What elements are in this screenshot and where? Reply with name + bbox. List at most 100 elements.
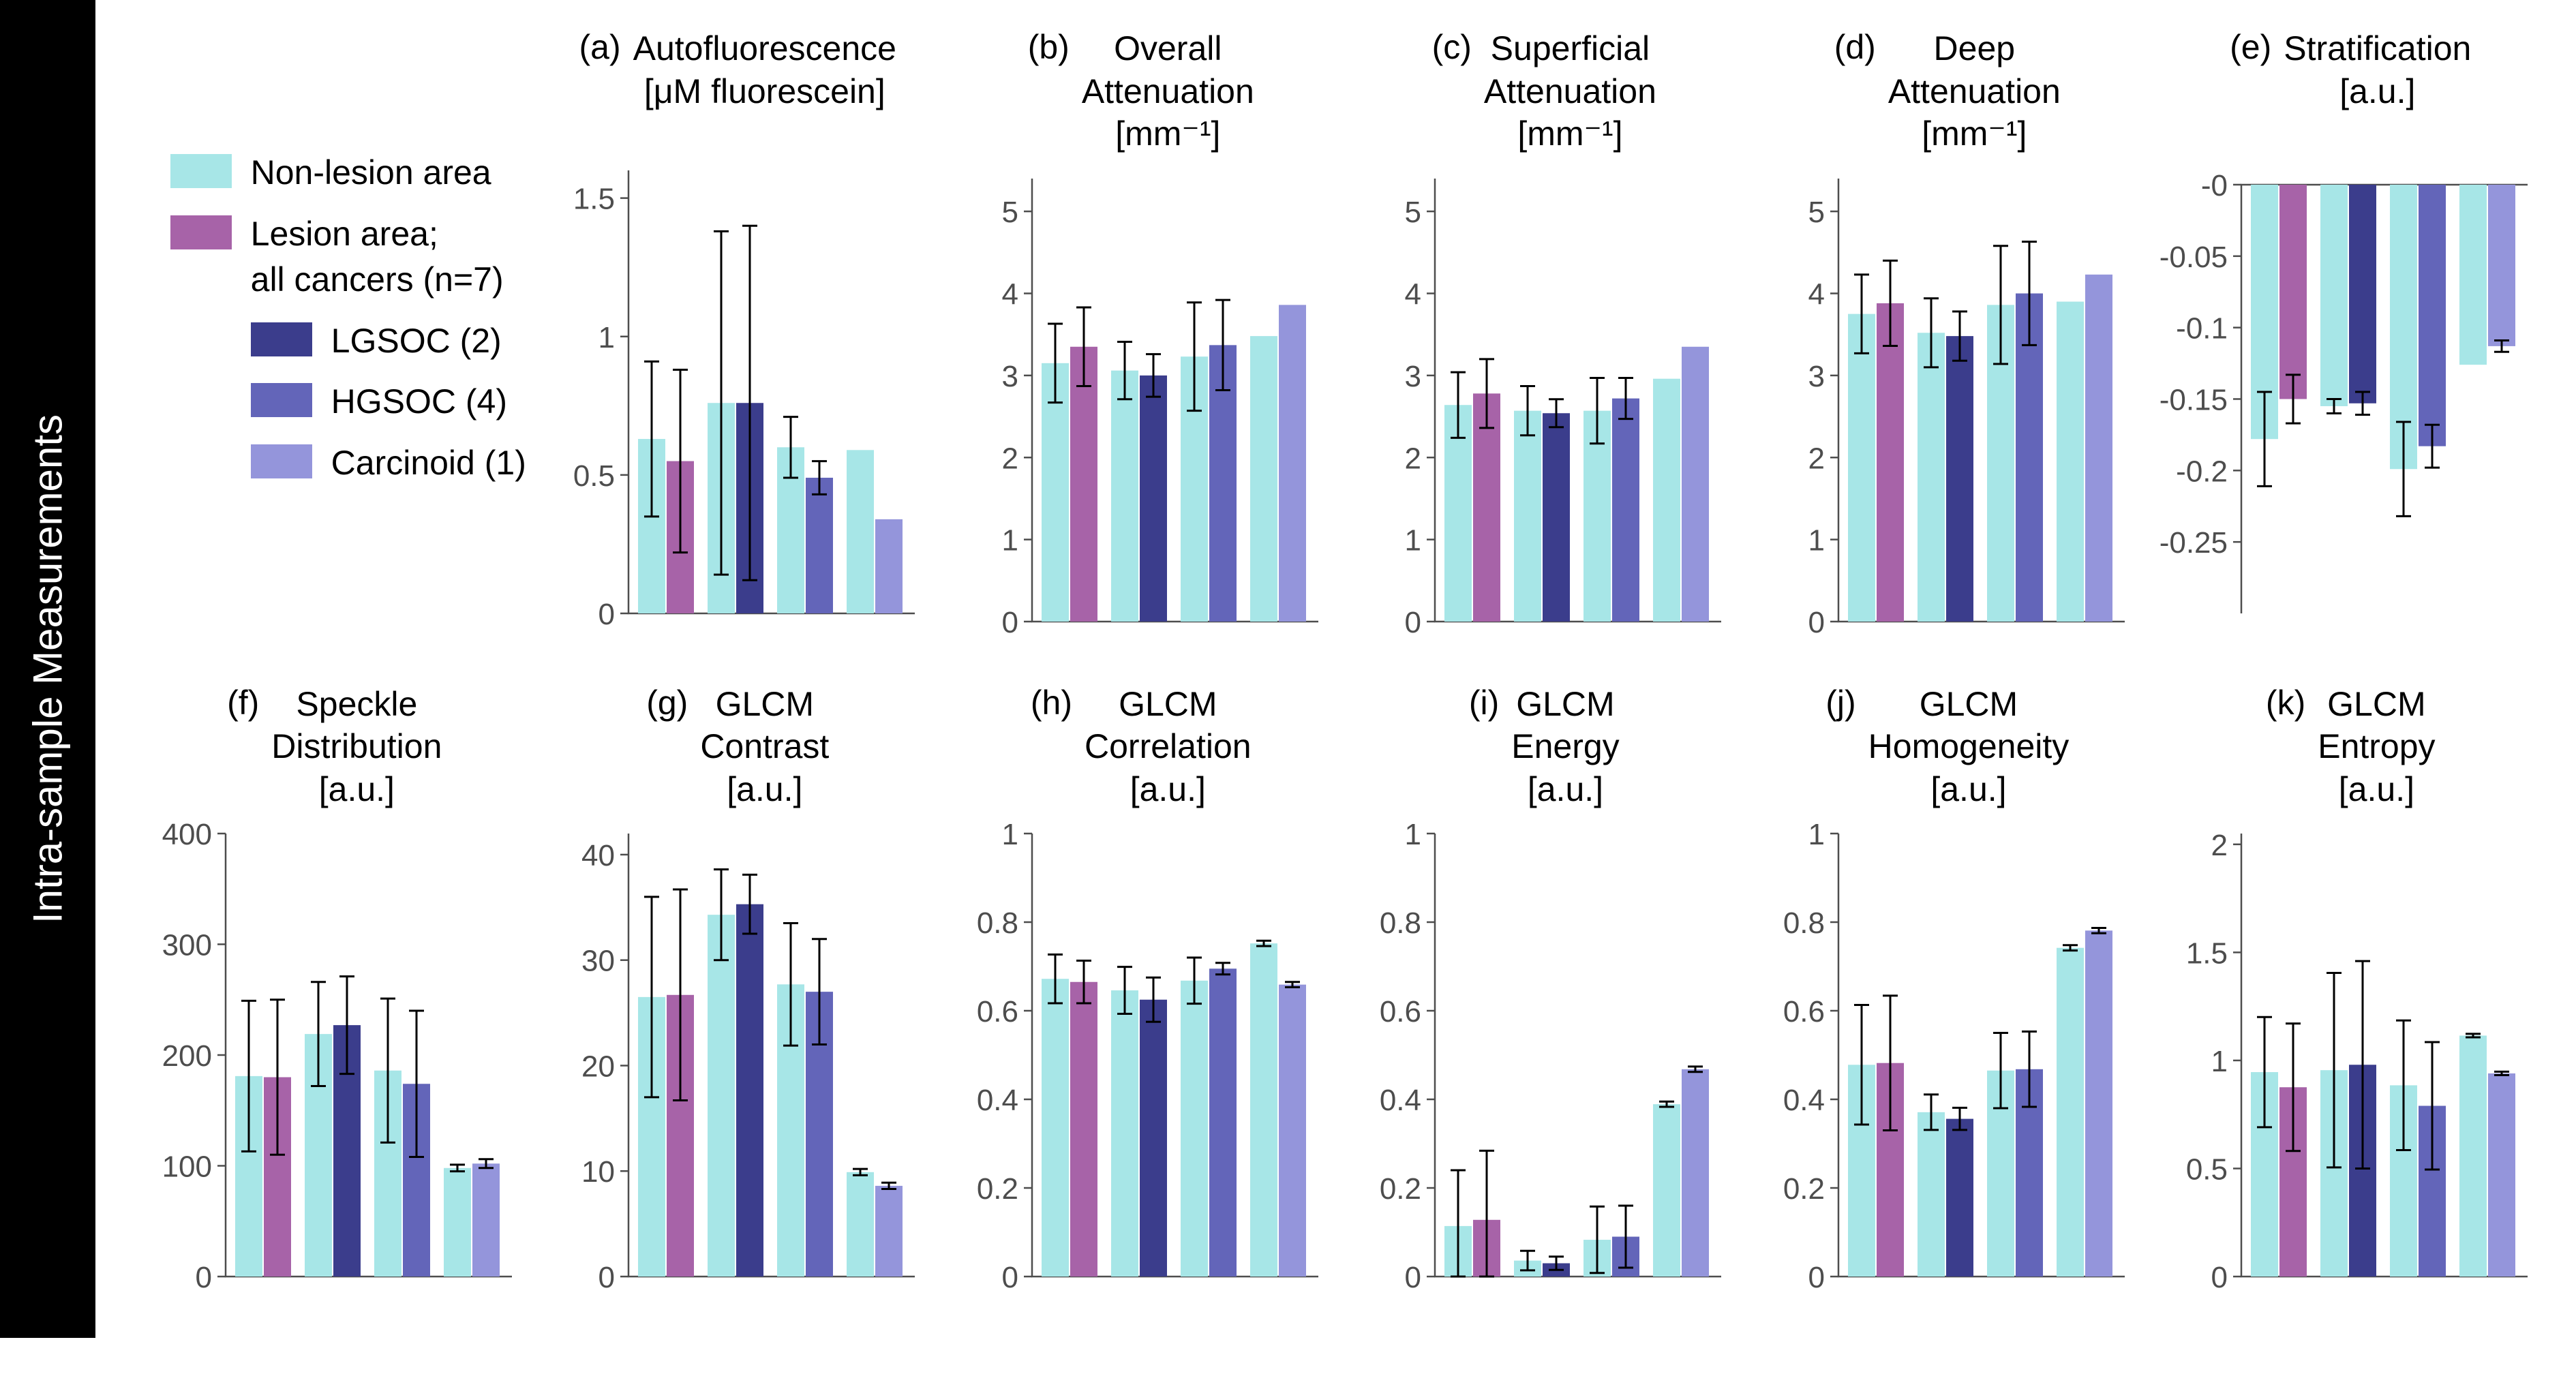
chart-svg: 012345 bbox=[950, 165, 1332, 656]
chart-letter: (h) bbox=[1031, 683, 1072, 722]
svg-text:1.5: 1.5 bbox=[573, 183, 615, 216]
svg-text:0.6: 0.6 bbox=[1783, 995, 1825, 1028]
svg-text:1: 1 bbox=[1405, 820, 1421, 851]
chart-letter: (c) bbox=[1432, 27, 1472, 67]
legend-label: HGSOC (4) bbox=[331, 379, 507, 425]
chart-letter: (a) bbox=[579, 27, 621, 67]
svg-text:0.8: 0.8 bbox=[1783, 906, 1825, 940]
svg-text:-0.25: -0.25 bbox=[2160, 526, 2228, 560]
chart-letter: (d) bbox=[1834, 27, 1876, 67]
svg-text:0.5: 0.5 bbox=[2186, 1153, 2228, 1186]
svg-text:200: 200 bbox=[162, 1039, 211, 1073]
svg-text:100: 100 bbox=[162, 1150, 211, 1184]
svg-text:0: 0 bbox=[1001, 606, 1018, 639]
svg-text:2: 2 bbox=[1405, 442, 1421, 475]
legend-item-lgsoc: LGSOC (2) bbox=[251, 318, 526, 365]
svg-text:300: 300 bbox=[162, 929, 211, 962]
chart-letter: (k) bbox=[2266, 683, 2305, 722]
svg-text:1: 1 bbox=[1808, 523, 1824, 557]
svg-text:0.2: 0.2 bbox=[1783, 1172, 1825, 1206]
svg-text:30: 30 bbox=[581, 945, 615, 978]
svg-text:0.8: 0.8 bbox=[1380, 906, 1421, 940]
chart-svg: 00.20.40.60.81 bbox=[1757, 820, 2138, 1311]
chart-letter: (e) bbox=[2230, 27, 2271, 67]
legend: Non-lesion area Lesion area; all cancers… bbox=[143, 27, 526, 501]
svg-text:5: 5 bbox=[1405, 196, 1421, 229]
swatch-nonlesion bbox=[170, 154, 232, 188]
chart-title: Overall Attenuation [mm⁻¹] bbox=[1082, 27, 1254, 155]
chart-title: Deep Attenuation [mm⁻¹] bbox=[1888, 27, 2061, 155]
legend-item-nonlesion: Non-lesion area bbox=[170, 150, 526, 196]
chart-svg: 012345 bbox=[1353, 165, 1735, 656]
svg-text:2: 2 bbox=[1001, 442, 1018, 475]
legend-item-hgsoc: HGSOC (4) bbox=[251, 379, 526, 425]
svg-text:0.4: 0.4 bbox=[977, 1084, 1018, 1117]
svg-text:-0.15: -0.15 bbox=[2160, 383, 2228, 416]
chart-grid: Non-lesion area Lesion area; all cancers… bbox=[95, 0, 2576, 1338]
swatch-lgsoc bbox=[251, 322, 312, 356]
svg-text:4: 4 bbox=[1808, 277, 1824, 311]
legend-label: Non-lesion area bbox=[251, 150, 491, 196]
svg-text:0: 0 bbox=[1808, 1261, 1824, 1294]
chart-title: GLCM Correlation [a.u.] bbox=[1085, 683, 1252, 811]
svg-text:1: 1 bbox=[1405, 523, 1421, 557]
chart-letter: (b) bbox=[1028, 27, 1070, 67]
chart-title: Autofluorescence [μM fluorescein] bbox=[633, 27, 896, 112]
page: Intra-sample Measurements Non-lesion are… bbox=[0, 0, 2576, 1338]
legend-label: Carcinoid (1) bbox=[331, 440, 526, 487]
svg-text:0: 0 bbox=[598, 598, 615, 631]
svg-text:3: 3 bbox=[1001, 359, 1018, 393]
svg-text:1: 1 bbox=[1001, 820, 1018, 851]
chart-title: GLCM Contrast [a.u.] bbox=[700, 683, 829, 811]
svg-text:20: 20 bbox=[581, 1050, 615, 1083]
legend-cell: Non-lesion area Lesion area; all cancers… bbox=[136, 27, 533, 656]
svg-text:0: 0 bbox=[1405, 606, 1421, 639]
chart-title: Speckle Distribution [a.u.] bbox=[271, 683, 442, 811]
svg-text:0.8: 0.8 bbox=[977, 906, 1018, 940]
chart-svg: 00.511.52 bbox=[2160, 820, 2541, 1311]
svg-text:0: 0 bbox=[1808, 606, 1824, 639]
svg-text:0.2: 0.2 bbox=[977, 1172, 1018, 1206]
legend-item-carcinoid: Carcinoid (1) bbox=[251, 440, 526, 487]
svg-text:0: 0 bbox=[1405, 1261, 1421, 1294]
chart-title: Stratification [a.u.] bbox=[2284, 27, 2471, 112]
legend-label: Lesion area; bbox=[251, 215, 438, 253]
svg-text:-0.05: -0.05 bbox=[2160, 241, 2228, 274]
svg-text:0.2: 0.2 bbox=[1380, 1172, 1421, 1206]
svg-text:400: 400 bbox=[162, 820, 211, 851]
svg-text:1: 1 bbox=[1001, 523, 1018, 557]
legend-label: all cancers (n=7) bbox=[251, 260, 504, 299]
chart-k: (k)GLCM Entropy [a.u.]00.511.52 bbox=[2153, 683, 2549, 1311]
svg-text:4: 4 bbox=[1405, 277, 1421, 311]
svg-text:40: 40 bbox=[581, 839, 615, 872]
svg-text:5: 5 bbox=[1001, 196, 1018, 229]
svg-text:-0.1: -0.1 bbox=[2176, 312, 2228, 346]
chart-svg: 00.511.5 bbox=[547, 157, 928, 647]
chart-letter: (f) bbox=[227, 683, 259, 722]
svg-text:0: 0 bbox=[1001, 1261, 1018, 1294]
chart-svg: 0100200300400 bbox=[144, 820, 526, 1311]
svg-text:10: 10 bbox=[581, 1155, 615, 1189]
chart-j: (j)GLCM Homogeneity [a.u.]00.20.40.60.81 bbox=[1749, 683, 2146, 1311]
svg-text:0: 0 bbox=[598, 1261, 615, 1294]
svg-text:0.6: 0.6 bbox=[977, 995, 1018, 1028]
chart-title: GLCM Energy [a.u.] bbox=[1511, 683, 1619, 811]
chart-letter: (i) bbox=[1469, 683, 1499, 722]
svg-text:2: 2 bbox=[2211, 829, 2228, 862]
chart-title: Superficial Attenuation [mm⁻¹] bbox=[1484, 27, 1656, 155]
svg-text:-0: -0 bbox=[2201, 169, 2228, 202]
chart-d: (d)Deep Attenuation [mm⁻¹]012345 bbox=[1749, 27, 2146, 656]
svg-text:3: 3 bbox=[1808, 359, 1824, 393]
svg-text:1: 1 bbox=[1808, 820, 1824, 851]
swatch-hgsoc bbox=[251, 383, 312, 417]
chart-a: (a)Autofluorescence [μM fluorescein]00.5… bbox=[540, 27, 937, 656]
svg-text:1.5: 1.5 bbox=[2186, 936, 2228, 970]
chart-title: GLCM Homogeneity [a.u.] bbox=[1868, 683, 2070, 811]
svg-text:5: 5 bbox=[1808, 196, 1824, 229]
svg-text:0.4: 0.4 bbox=[1380, 1084, 1421, 1117]
svg-text:1: 1 bbox=[598, 321, 615, 354]
chart-svg: -0.25 -0.2 -0.15 -0.1 -0.05 -0 bbox=[2160, 157, 2541, 647]
chart-svg: 0 0.2 0.4 0.6 0.8 1 bbox=[950, 820, 1332, 1311]
chart-title: GLCM Entropy [a.u.] bbox=[2318, 683, 2435, 811]
svg-text:-0.2: -0.2 bbox=[2176, 455, 2228, 488]
